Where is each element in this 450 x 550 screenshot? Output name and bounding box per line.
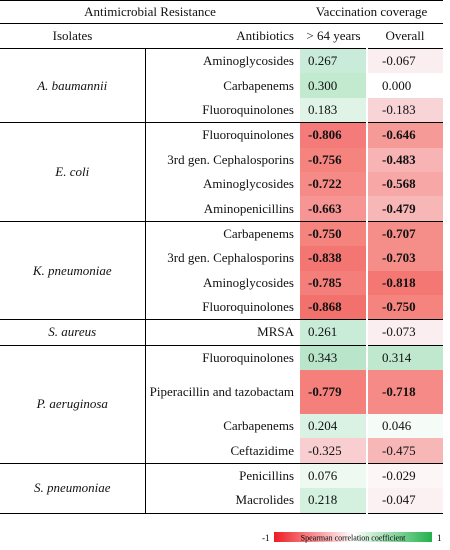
value-age-cell: 0.300 xyxy=(300,73,367,98)
value-overall-cell: -0.475 xyxy=(366,438,443,464)
value-age-cell: -0.722 xyxy=(300,171,367,197)
table-row: Aminoglycosides -0.722 -0.568 xyxy=(0,171,443,197)
table-row: Carbapenems 0.204 0.046 xyxy=(0,414,443,439)
table-row: 3rd gen. Cephalosporins -0.756 -0.483 xyxy=(0,147,443,172)
antibiotic-cell: Aminoglycosides xyxy=(203,53,294,69)
value-overall-cell: -0.818 xyxy=(366,270,443,295)
col-header-isolates: Isolates xyxy=(0,23,145,49)
value-overall-cell: -0.703 xyxy=(366,246,443,271)
value-overall-cell: -0.483 xyxy=(366,147,443,172)
value-age-cell: -0.663 xyxy=(300,196,367,222)
antibiotic-cell: Carbapenems xyxy=(223,225,294,241)
antibiotic-cell: MRSA xyxy=(145,319,300,346)
value-age-cell: -0.750 xyxy=(300,221,367,247)
value-age-cell: -0.325 xyxy=(300,438,367,464)
antibiotic-cell: Macrolides xyxy=(145,488,300,514)
table-row: Carbapenems 0.300 0.000 xyxy=(0,73,443,98)
antibiotic-cell: Fluoroquinolones xyxy=(202,349,294,365)
value-age-cell: 0.076 xyxy=(300,463,367,489)
header-group-row: Antimicrobial Resistance Vaccination cov… xyxy=(0,0,443,24)
isolate-cell: S. pneumoniae xyxy=(0,463,146,514)
value-age-cell: 0.204 xyxy=(300,414,367,439)
value-age-cell: 0.267 xyxy=(300,48,367,74)
antibiotic-cell: Ceftazidime xyxy=(145,438,300,464)
table-row: Fluoroquinolones 0.183 -0.183 xyxy=(0,97,443,124)
value-age-cell: -0.756 xyxy=(300,147,367,172)
value-overall-cell: -0.750 xyxy=(366,294,443,321)
antibiotic-cell: Fluoroquinolones xyxy=(145,97,300,124)
isolate-cell: K. pneumoniae xyxy=(0,221,146,321)
value-age-cell: -0.838 xyxy=(300,246,367,271)
col-header-overall: Overall xyxy=(367,23,443,49)
value-overall-cell: 0.314 xyxy=(366,345,443,371)
antibiotic-cell: Penicillins xyxy=(239,468,294,484)
value-overall-cell: -0.479 xyxy=(366,196,443,222)
isolate-cell: S. aureus xyxy=(0,319,146,346)
value-age-cell: -0.806 xyxy=(300,122,367,148)
antibiotic-cell: Aminoglycosides xyxy=(203,274,294,290)
table-row: Fluoroquinolones -0.868 -0.750 xyxy=(0,294,443,321)
isolate-cell: A. baumannii xyxy=(0,48,146,124)
table-row: P. aeruginosa Fluoroquinolones 0.343 0.314 xyxy=(0,345,443,464)
antibiotic-cell: Carbapenems xyxy=(223,77,294,93)
isolate-cell: P. aeruginosa xyxy=(0,345,146,464)
antibiotic-cell: Aminopenicillins xyxy=(145,196,300,222)
value-overall-cell: -0.707 xyxy=(366,221,443,247)
value-age-cell: -0.785 xyxy=(300,270,367,295)
antibiotic-cell: Fluoroquinolones xyxy=(145,294,300,321)
value-age-cell: 0.261 xyxy=(300,319,367,346)
value-overall-cell: -0.718 xyxy=(366,370,443,415)
table-row: Aminopenicillins -0.663 -0.479 xyxy=(0,196,443,222)
group-header-amr: Antimicrobial Resistance xyxy=(0,0,300,24)
legend-min-label: -1 xyxy=(262,533,270,543)
table-row: Piperacillin and tazobactam -0.779 -0.718 xyxy=(0,370,443,415)
table-row: Ceftazidime -0.325 -0.475 xyxy=(0,438,443,464)
header-column-row: Isolates Antibiotics > 64 years Overall xyxy=(0,23,443,49)
table-row: A. baumannii Aminoglycosides 0.267 -0.067 xyxy=(0,48,443,124)
table-row: 3rd gen. Cephalosporins -0.838 -0.703 xyxy=(0,246,443,271)
table-row: S. aureus MRSA 0.261 -0.073 xyxy=(0,319,443,346)
antibiotic-cell: Fluoroquinolones xyxy=(202,127,294,143)
value-overall-cell: -0.067 xyxy=(366,48,443,74)
table-row: Macrolides 0.218 -0.047 xyxy=(0,488,443,514)
table-row: K. pneumoniae Carbapenems -0.750 -0.707 xyxy=(0,221,443,321)
value-age-cell: 0.183 xyxy=(300,97,367,124)
table-row: E. coli Fluoroquinolones -0.806 -0.646 xyxy=(0,122,443,222)
value-age-cell: -0.868 xyxy=(300,294,367,321)
table-row: S. pneumoniae Penicillins 0.076 -0.029 xyxy=(0,463,443,514)
value-age-cell: 0.218 xyxy=(300,488,367,514)
antibiotic-cell: Piperacillin and tazobactam xyxy=(149,384,294,400)
group-header-vaccination: Vaccination coverage xyxy=(300,0,443,24)
value-overall-cell: -0.029 xyxy=(366,463,443,489)
antibiotic-cell: 3rd gen. Cephalosporins xyxy=(167,250,294,266)
antibiotic-cell: Aminoglycosides xyxy=(203,176,294,192)
antibiotic-cell: Carbapenems xyxy=(223,418,294,434)
value-overall-cell: -0.183 xyxy=(366,97,443,124)
isolate-cell: E. coli xyxy=(0,122,146,222)
value-overall-cell: -0.646 xyxy=(366,122,443,148)
value-overall-cell: 0.000 xyxy=(366,73,443,98)
value-overall-cell: 0.046 xyxy=(366,414,443,439)
value-age-cell: 0.343 xyxy=(300,345,367,371)
col-header-antibiotics: Antibiotics xyxy=(145,23,300,49)
correlation-table: Antimicrobial Resistance Vaccination cov… xyxy=(0,0,443,514)
antibiotic-cell: 3rd gen. Cephalosporins xyxy=(167,151,294,167)
value-overall-cell: -0.047 xyxy=(366,488,443,514)
value-overall-cell: -0.568 xyxy=(366,171,443,197)
legend-title: Spearman correlation coefficient xyxy=(301,534,406,543)
col-header-age: > 64 years xyxy=(300,23,367,49)
legend-max-label: 1 xyxy=(437,533,442,543)
legend-gradient-bar xyxy=(274,532,432,542)
value-age-cell: -0.779 xyxy=(300,370,367,415)
table-row: Aminoglycosides -0.785 -0.818 xyxy=(0,270,443,295)
color-scale-legend: -1 Spearman correlation coefficient 1 xyxy=(262,532,442,543)
value-overall-cell: -0.073 xyxy=(366,319,443,346)
